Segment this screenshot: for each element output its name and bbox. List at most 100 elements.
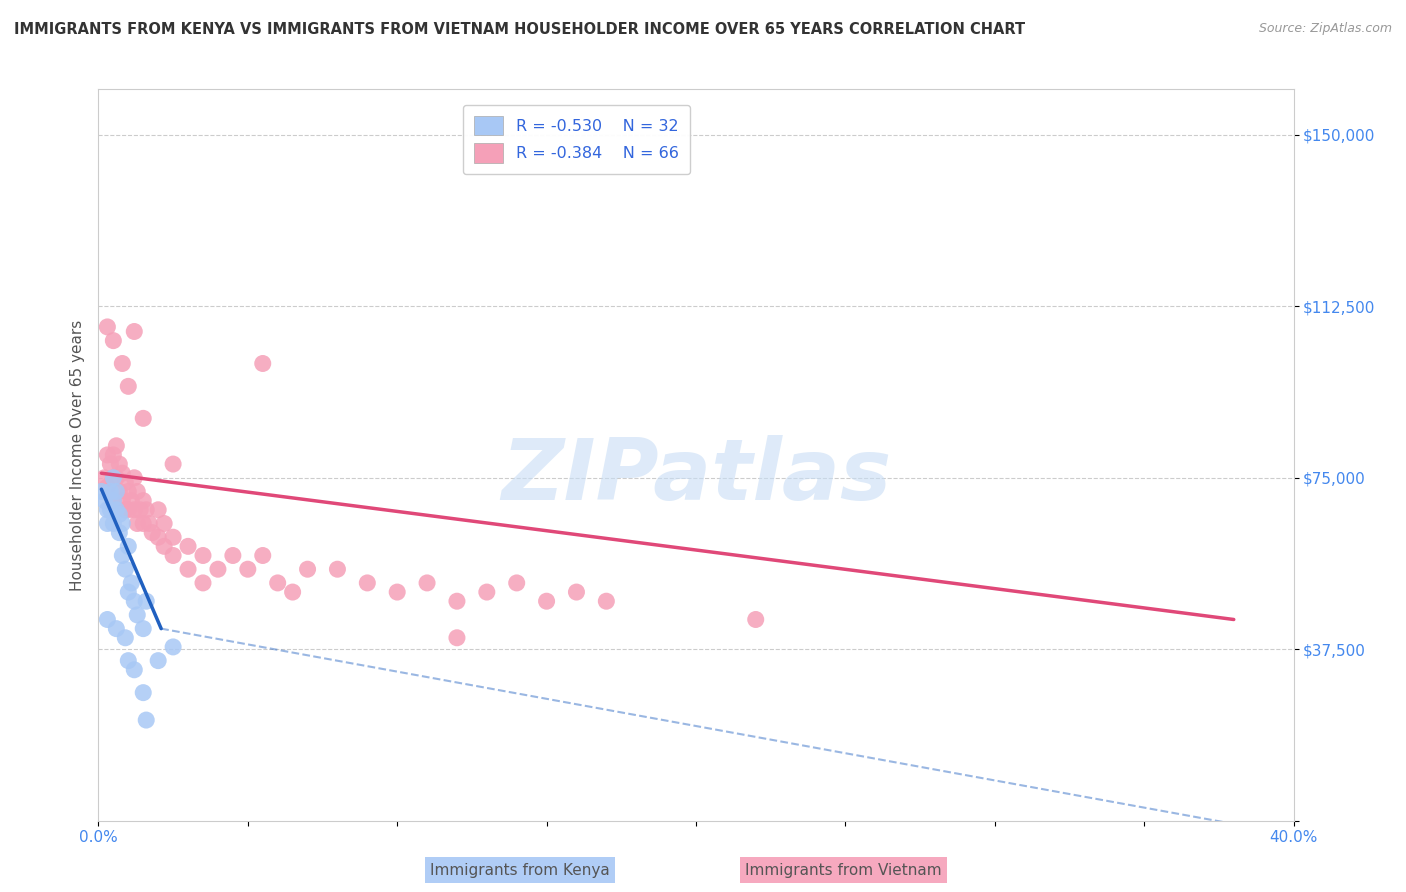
Point [98, 502, 122, 516]
Point [117, 484, 139, 499]
Point [565, 585, 588, 599]
Point [162, 530, 184, 544]
Point [103, 493, 125, 508]
Point [96, 320, 118, 334]
Point [103, 334, 125, 348]
Point [385, 585, 409, 599]
Point [103, 471, 125, 485]
Point [114, 502, 136, 516]
Point [416, 576, 439, 591]
Point [745, 612, 768, 626]
Point [105, 471, 128, 485]
Point [105, 439, 128, 453]
Legend: R = -0.530    N = 32, R = -0.384    N = 66: R = -0.530 N = 32, R = -0.384 N = 66 [463, 104, 690, 174]
Point [297, 562, 319, 576]
Point [98, 484, 122, 499]
Point [162, 549, 184, 563]
Point [111, 493, 134, 508]
Point [124, 663, 146, 677]
Point [536, 594, 558, 608]
Point [595, 594, 617, 608]
Point [108, 457, 131, 471]
Point [162, 457, 184, 471]
Point [103, 493, 125, 508]
Point [132, 411, 155, 425]
Point [138, 516, 160, 531]
Point [111, 356, 134, 371]
Point [96, 502, 118, 516]
Point [108, 525, 131, 540]
Point [129, 502, 152, 516]
Point [108, 508, 131, 522]
Point [446, 594, 468, 608]
Point [177, 539, 200, 553]
Point [177, 562, 200, 576]
Text: Immigrants from Kenya: Immigrants from Kenya [430, 863, 610, 878]
Point [162, 640, 184, 654]
Point [132, 622, 155, 636]
Text: Source: ZipAtlas.com: Source: ZipAtlas.com [1258, 22, 1392, 36]
Point [124, 471, 146, 485]
Point [96, 516, 118, 531]
Point [114, 475, 136, 490]
Point [252, 549, 274, 563]
Point [135, 594, 157, 608]
Point [120, 493, 142, 508]
Point [105, 484, 128, 499]
Point [127, 484, 149, 499]
Point [236, 562, 259, 576]
Point [141, 525, 163, 540]
Point [132, 516, 155, 531]
Point [105, 622, 128, 636]
Point [103, 471, 125, 485]
Point [117, 539, 139, 553]
Point [111, 466, 134, 480]
Point [96, 448, 118, 462]
Point [108, 484, 131, 499]
Point [93, 471, 115, 485]
Point [124, 502, 146, 516]
Point [135, 502, 157, 516]
Point [191, 549, 214, 563]
Point [111, 516, 134, 531]
Point [117, 502, 139, 516]
Point [120, 576, 142, 591]
Point [191, 576, 214, 591]
Point [90, 484, 112, 499]
Point [93, 493, 115, 508]
Point [446, 631, 468, 645]
Point [96, 612, 118, 626]
Point [148, 530, 170, 544]
Point [207, 562, 229, 576]
Y-axis label: Householder Income Over 65 years: Householder Income Over 65 years [69, 319, 84, 591]
Point [117, 585, 139, 599]
Point [148, 654, 170, 668]
Point [252, 356, 274, 371]
Point [114, 631, 136, 645]
Point [222, 549, 245, 563]
Point [98, 484, 122, 499]
Point [153, 539, 176, 553]
Point [103, 448, 125, 462]
Point [356, 576, 378, 591]
Point [127, 607, 149, 622]
Point [114, 562, 136, 576]
Point [124, 594, 146, 608]
Point [98, 457, 122, 471]
Point [105, 502, 128, 516]
Point [267, 576, 290, 591]
Point [506, 576, 529, 591]
Point [127, 516, 149, 531]
Point [117, 379, 139, 393]
Point [148, 502, 170, 516]
Text: Immigrants from Vietnam: Immigrants from Vietnam [745, 863, 942, 878]
Text: IMMIGRANTS FROM KENYA VS IMMIGRANTS FROM VIETNAM HOUSEHOLDER INCOME OVER 65 YEAR: IMMIGRANTS FROM KENYA VS IMMIGRANTS FROM… [14, 22, 1025, 37]
Point [132, 685, 155, 699]
Point [132, 493, 155, 508]
Point [135, 713, 157, 727]
Point [326, 562, 349, 576]
Point [475, 585, 498, 599]
Point [111, 549, 134, 563]
Point [153, 516, 176, 531]
Point [124, 325, 146, 339]
